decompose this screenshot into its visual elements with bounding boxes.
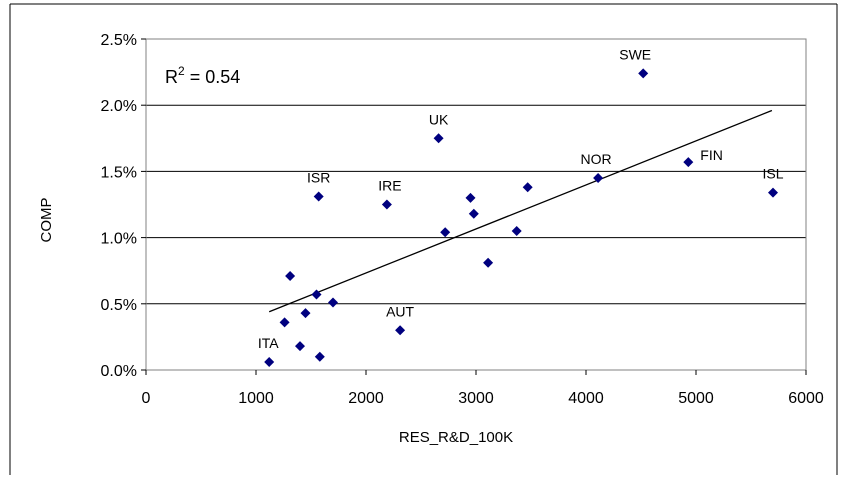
data-point [440,227,451,238]
y-tick-label: 1.0% [101,231,137,248]
data-point [638,68,649,79]
data-point [311,289,322,300]
x-tick-label: 3000 [458,390,494,407]
data-point [285,270,296,281]
data-point [511,225,522,236]
x-tick-label: 1000 [238,390,274,407]
r-squared-annotation: R2 = 0.54 [165,64,240,87]
data-points [264,68,778,368]
plot-area [145,38,807,371]
x-axis-ticks: 0 1000 2000 3000 4000 5000 6000 [142,370,824,407]
point-label: UK [429,111,449,127]
point-labels: ITA ISR IRE AUT UK NOR SWE FIN ISL [258,46,784,351]
data-point [395,325,406,336]
data-point [328,297,338,308]
y-tick-label: 0.5% [101,297,137,314]
trendline [268,109,773,313]
data-point [314,351,325,362]
point-label: AUT [386,303,414,319]
data-point [768,187,778,198]
data-point [522,182,533,193]
data-point [264,357,275,368]
x-axis-title: RES_R&D_100K [399,429,513,446]
point-label: ISR [307,170,330,186]
data-point [468,208,479,219]
y-axis-title: COMP [38,198,55,243]
data-point [465,192,476,203]
point-label: NOR [581,151,612,167]
r2-label: R [165,67,178,87]
data-point [300,308,311,319]
data-point [295,341,305,352]
y-tick-label: 2.5% [101,32,137,49]
r2-superscript: 2 [178,64,185,78]
data-point [381,199,392,210]
point-label: ITA [258,335,279,351]
x-tick-label: 2000 [348,390,384,407]
x-tick-label: 4000 [568,390,604,407]
point-label: ISL [762,166,783,182]
data-point [593,173,604,184]
x-tick-label: 6000 [788,390,824,407]
data-point [683,157,694,168]
gridlines [146,38,806,305]
y-tick-label: 0.0% [101,363,137,380]
y-tick-label: 2.0% [101,98,137,115]
y-axis-ticks: 0.0% 0.5% 1.0% 1.5% 2.0% 2.5% [101,32,146,380]
data-point [483,257,494,268]
point-label: SWE [619,46,651,62]
data-point [313,191,324,202]
data-point [279,317,290,328]
y-tick-label: 1.5% [101,164,137,181]
x-tick-label: 0 [142,390,151,407]
data-point [433,133,444,144]
r2-value: = 0.54 [185,67,241,87]
point-label: IRE [378,178,401,194]
x-tick-label: 5000 [678,390,714,407]
point-label: FIN [700,147,723,163]
